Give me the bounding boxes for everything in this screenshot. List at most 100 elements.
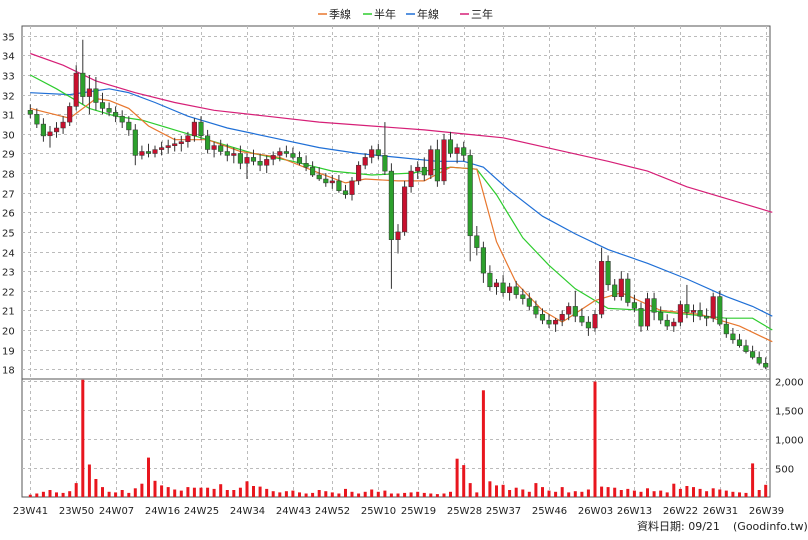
candle-body — [375, 149, 381, 156]
volume-bar — [435, 494, 439, 497]
volume-bar — [127, 492, 131, 497]
candle-body — [539, 314, 546, 321]
volume-bar — [567, 492, 571, 497]
candle-body — [677, 304, 683, 323]
candle-body — [126, 121, 132, 131]
candle-body — [224, 151, 230, 156]
candle-body — [336, 180, 342, 191]
candle-body — [244, 157, 250, 164]
candle-body — [34, 114, 40, 125]
candle-body — [461, 147, 467, 156]
candle-body — [310, 166, 316, 176]
volume-tick-label: 1,000 — [775, 436, 804, 447]
volume-bar — [521, 489, 525, 497]
price-tick-label: 26 — [2, 209, 15, 220]
candle-body — [493, 282, 500, 288]
price-tick-label: 29 — [2, 150, 15, 161]
volume-bar — [422, 492, 426, 497]
volume-bar — [153, 480, 157, 497]
volume-bar — [462, 465, 466, 497]
candle-body — [553, 319, 559, 325]
price-tick-label: 33 — [2, 72, 15, 83]
volume-bar — [291, 490, 295, 497]
candle-body — [651, 298, 657, 313]
candle-body — [566, 306, 572, 315]
candle-body — [231, 153, 237, 156]
volume-bar — [166, 487, 170, 497]
volume-bar — [672, 483, 676, 497]
price-tick-label: 24 — [2, 249, 15, 260]
candle-body — [474, 235, 480, 248]
volume-bar — [600, 486, 604, 497]
legend-label: 年線 — [417, 7, 439, 21]
volume-bar — [212, 488, 216, 497]
volume-bar — [757, 490, 761, 497]
volume-bar — [311, 492, 315, 497]
volume-bar — [192, 487, 196, 497]
candle-body — [218, 145, 224, 152]
price-tick-label: 22 — [2, 288, 15, 299]
candle-body — [270, 155, 276, 160]
candle-body — [447, 139, 454, 154]
candle-body — [723, 323, 729, 335]
volume-bar — [363, 491, 367, 497]
volume-tick-label: 2,000 — [775, 378, 804, 389]
candle-body — [671, 321, 677, 327]
volume-bar — [55, 492, 58, 497]
volume-bar — [330, 492, 334, 497]
x-tick-label: 24W07 — [99, 506, 134, 517]
volume-bar — [344, 488, 347, 497]
volume-bar — [173, 489, 177, 497]
candle-body — [165, 145, 171, 148]
candle-body — [388, 170, 394, 240]
candle-body — [296, 157, 303, 164]
candle-body — [434, 149, 440, 182]
candle-body — [139, 151, 145, 156]
x-tick-label: 23W41 — [13, 506, 48, 517]
volume-bar — [350, 491, 354, 497]
volume-bar — [238, 487, 242, 497]
volume-bar — [547, 490, 551, 497]
candle-body — [40, 123, 46, 137]
volume-bar — [580, 491, 584, 497]
volume-bar — [409, 492, 413, 497]
candle-body — [290, 153, 296, 158]
candle-body — [697, 310, 703, 317]
candle-body — [93, 88, 99, 103]
candle-body — [132, 129, 138, 156]
volume-bar — [685, 486, 689, 497]
volume-bar — [147, 457, 150, 497]
candle-body — [704, 315, 710, 319]
volume-bar — [41, 491, 45, 497]
x-tick-label: 25W10 — [361, 506, 396, 517]
candle-body — [638, 308, 644, 327]
candle-body — [60, 121, 66, 129]
volume-bar — [475, 492, 479, 497]
candle-body — [664, 319, 670, 327]
volume-bar — [278, 492, 282, 497]
candle-body — [690, 310, 697, 313]
x-axis: 23W41 23W50 24W07 24W16 24W25 24W34 24W43 24W52… — [13, 506, 784, 517]
volume-bar — [245, 481, 249, 497]
volume-bar — [219, 484, 223, 497]
volume-bar — [271, 491, 275, 497]
candle-body — [618, 278, 624, 297]
volume-bar — [626, 488, 630, 497]
volume-bar — [442, 493, 446, 497]
candle-body — [572, 306, 578, 317]
volume-bar — [593, 381, 597, 497]
volume-bar — [718, 489, 722, 497]
candle-body — [612, 284, 618, 297]
candle-body — [106, 108, 112, 113]
volume-bar — [107, 491, 111, 497]
candle-body — [99, 102, 106, 109]
candle-body — [408, 170, 414, 188]
candle-body — [303, 163, 309, 168]
candle-body — [579, 315, 585, 323]
candle-body — [717, 296, 723, 325]
candle-body — [342, 190, 349, 195]
candle-body — [191, 121, 197, 137]
candle-body — [172, 143, 178, 146]
volume-bar — [606, 487, 610, 497]
volume-bar — [416, 491, 420, 497]
